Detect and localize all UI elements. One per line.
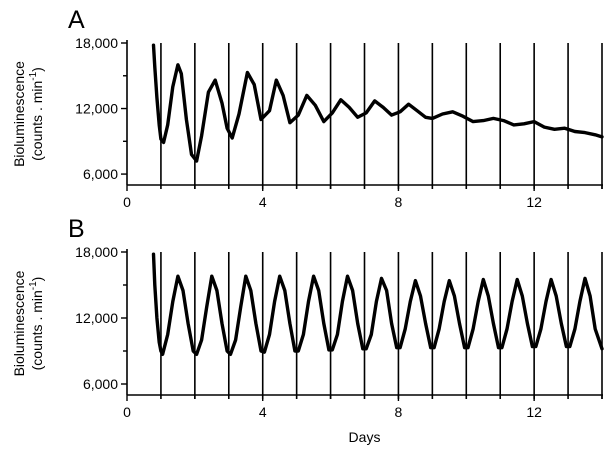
y-tick-label: 18,000 (75, 244, 118, 260)
y-axis-units-text: (counts . min (29, 290, 45, 370)
x-tick-label: 8 (395, 194, 403, 210)
series-line (151, 252, 604, 356)
y-axis-title: Bioluminescence (11, 61, 27, 167)
y-tick-label: 12,000 (75, 310, 118, 326)
y-tick-label: 12,000 (75, 101, 118, 117)
panel-b: B 6,000 12,000 18,000 0 4 8 12 Bioluminescence (c… (11, 215, 604, 445)
x-tick-label: 0 (123, 194, 131, 210)
x-tick-label: 12 (526, 404, 542, 420)
y-axis-units-superscript: -1 (28, 71, 39, 80)
x-tick-label: 4 (259, 194, 267, 210)
y-axis-title: Bioluminescence (11, 270, 27, 376)
x-tick-label: 4 (259, 404, 267, 420)
y-axis-units-close: ) (29, 67, 45, 72)
y-tick-label: 18,000 (75, 35, 118, 51)
y-tick-label: 6,000 (83, 166, 118, 182)
panel-label: B (68, 215, 85, 243)
series-line (151, 43, 604, 163)
y-axis-units-close: ) (29, 277, 45, 282)
panel-a: A 6,000 12,000 18,000 0 4 8 12 Bioluminescence (c… (11, 6, 604, 210)
x-tick-label: 12 (526, 194, 542, 210)
y-axis-units-text: (counts . min (29, 81, 45, 161)
x-tick-label: 0 (123, 404, 131, 420)
y-axis-units-superscript: -1 (28, 281, 39, 290)
panel-label: A (68, 6, 85, 34)
x-axis-title: Days (349, 429, 381, 445)
y-tick-label: 6,000 (83, 376, 118, 392)
y-axis-units: (counts . min-1) (28, 277, 45, 371)
y-axis-units: (counts . min-1) (28, 67, 45, 161)
x-tick-label: 8 (395, 404, 403, 420)
